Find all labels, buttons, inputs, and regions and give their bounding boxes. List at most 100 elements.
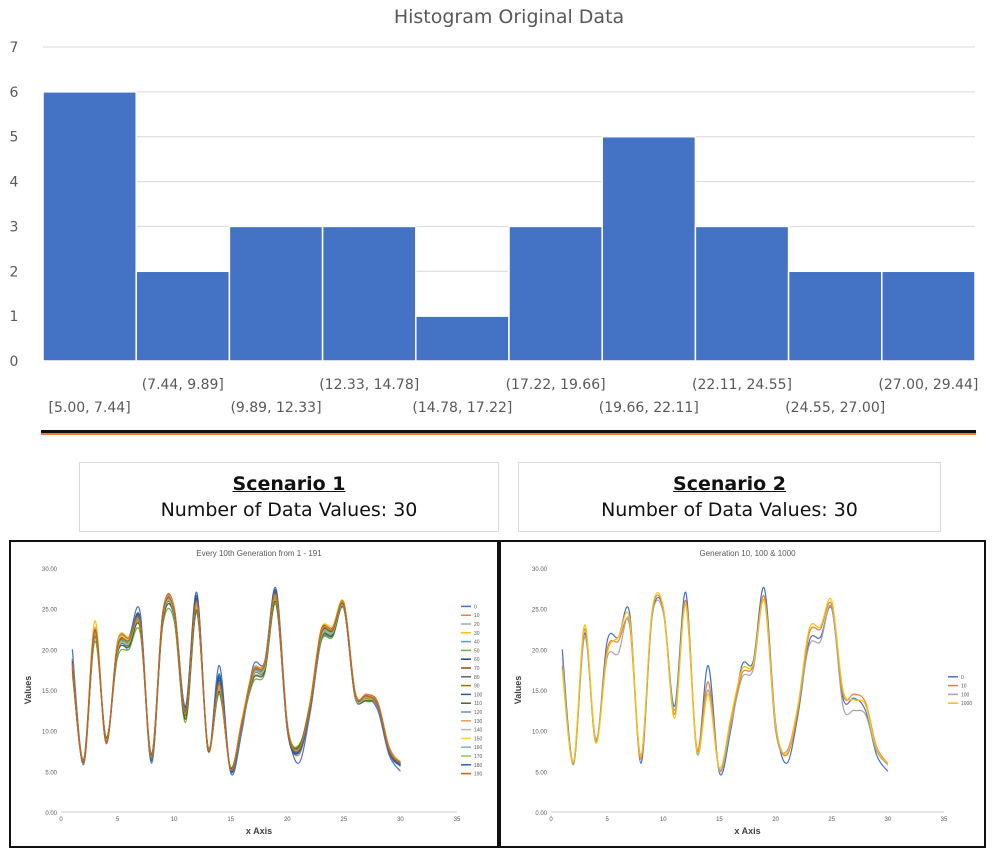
histogram-bar (787, 270, 883, 362)
x-tick-label: 15 (227, 817, 234, 823)
histogram-bar (415, 315, 510, 362)
y-tick-label: 4 (10, 175, 19, 191)
legend-label: 80 (474, 675, 480, 681)
y-tick-label: 10.00 (42, 730, 58, 736)
series-line (71, 595, 401, 770)
legend-label: 70 (474, 666, 480, 672)
legend-label: 60 (474, 657, 480, 663)
series-line (71, 600, 401, 769)
series-line (71, 593, 401, 772)
legend-label: 30 (474, 631, 480, 637)
scenario-1-chart-panel: Every 10th Generation from 1 - 191 0.00 5.… (9, 540, 499, 848)
x-tick-label: 0 (59, 817, 63, 823)
x-tick-label: 25 (341, 817, 348, 823)
series-line (71, 589, 401, 774)
y-axis-label: Values (513, 676, 523, 705)
y-tick-label: 1 (10, 309, 19, 325)
series-line (71, 595, 401, 772)
legend-label: 10 (961, 684, 967, 690)
y-tick-label: 20.00 (532, 648, 548, 654)
series-line (561, 594, 889, 771)
x-tick-label: 15 (716, 817, 723, 823)
y-tick-label: 0.00 (535, 811, 547, 817)
series-line (71, 603, 401, 768)
x-tick-label: 35 (941, 817, 948, 823)
y-tick-label: 0 (10, 354, 19, 370)
divider-dark (41, 430, 976, 433)
y-tick-label: 30.00 (532, 567, 548, 573)
scenario-2-line-chart: Generation 10, 100 & 1000 0.00 5.00 10.00 15… (513, 549, 972, 836)
scenario-2-box: Scenario 2 Number of Data Values: 30 (518, 462, 941, 532)
series-line (71, 594, 401, 773)
x-tick-label: 25 (828, 817, 835, 823)
legend-label: 20 (474, 622, 480, 628)
y-tick-label: 25.00 (532, 608, 548, 614)
x-tick-label: [5.00, 7.44] (49, 400, 131, 416)
legend-label: 150 (474, 736, 483, 742)
y-tick-label: 0.00 (45, 811, 57, 817)
series-line (71, 592, 401, 771)
y-tick-label: 25.00 (42, 608, 58, 614)
scenario-2-chart-panel: Generation 10, 100 & 1000 0.00 5.00 10.00 15… (499, 540, 986, 848)
scenario-1-line-chart: Every 10th Generation from 1 - 191 0.00 5.… (23, 549, 483, 836)
x-tick-label: (17.22, 19.66] (506, 377, 606, 393)
legend-label: 40 (474, 640, 480, 646)
x-tick-label: 5 (605, 817, 609, 823)
histogram-bar (694, 225, 790, 362)
histogram-bar (135, 270, 231, 362)
scenario-1-detail: Number of Data Values: 30 (160, 499, 418, 521)
series-line (561, 586, 889, 776)
legend-label: 90 (474, 684, 480, 690)
y-tick-label: 5.00 (45, 770, 57, 776)
scenario-2-heading: Scenario 2 (673, 473, 786, 495)
legend-label: 0 (961, 675, 964, 681)
scenario-2-detail: Number of Data Values: 30 (601, 499, 858, 521)
y-tick-label: 3 (10, 219, 19, 235)
y-axis-label: Values (23, 676, 33, 705)
chart-title: Every 10th Generation from 1 - 191 (196, 549, 322, 558)
series-line (561, 591, 889, 769)
y-tick-label: 6 (10, 85, 19, 101)
y-tick-label: 2 (10, 264, 19, 280)
y-tick-label: 30.00 (42, 567, 58, 573)
x-tick-label: (9.89, 12.33] (230, 400, 321, 416)
series-line (71, 592, 401, 773)
series-line (71, 594, 401, 771)
x-tick-label: (22.11, 24.55] (692, 377, 792, 393)
x-axis-label: x Axis (734, 826, 760, 836)
legend-label: 190 (474, 772, 483, 778)
histogram-bar (321, 225, 417, 362)
scenario-1-heading: Scenario 1 (232, 473, 346, 495)
histogram-bar (228, 225, 324, 362)
x-tick-label: 10 (171, 817, 178, 823)
legend-label: 140 (474, 728, 483, 734)
chart-title: Histogram Original Data (394, 6, 624, 28)
legend-label: 100 (474, 692, 483, 698)
legend-label: 50 (474, 648, 480, 654)
legend-label: 110 (474, 701, 482, 707)
x-tick-label: 30 (397, 817, 404, 823)
y-tick-label: 20.00 (42, 648, 58, 654)
divider-orange (41, 433, 976, 435)
x-tick-label: (24.55, 27.00] (785, 400, 885, 416)
x-tick-label: (27.00, 29.44] (878, 377, 978, 393)
y-tick-label: 10.00 (532, 730, 548, 736)
histogram-bar (881, 270, 976, 362)
histogram-bar (42, 91, 137, 362)
x-tick-label: 0 (549, 817, 553, 823)
x-tick-label: 20 (772, 817, 779, 823)
legend-label: 170 (474, 754, 483, 760)
series-line (71, 593, 401, 771)
histogram-bar (508, 225, 603, 362)
legend-label: 0 (474, 604, 477, 610)
series-line (71, 591, 401, 774)
series-line (71, 595, 401, 772)
x-tick-label: (14.78, 17.22] (412, 400, 512, 416)
series-line (71, 592, 401, 772)
y-tick-label: 5 (10, 130, 19, 146)
x-tick-label: (12.33, 14.78] (319, 377, 419, 393)
legend-label: 1000 (961, 701, 972, 707)
series-line (71, 586, 401, 776)
y-tick-label: 15.00 (532, 689, 548, 695)
legend-label: 130 (474, 719, 483, 725)
